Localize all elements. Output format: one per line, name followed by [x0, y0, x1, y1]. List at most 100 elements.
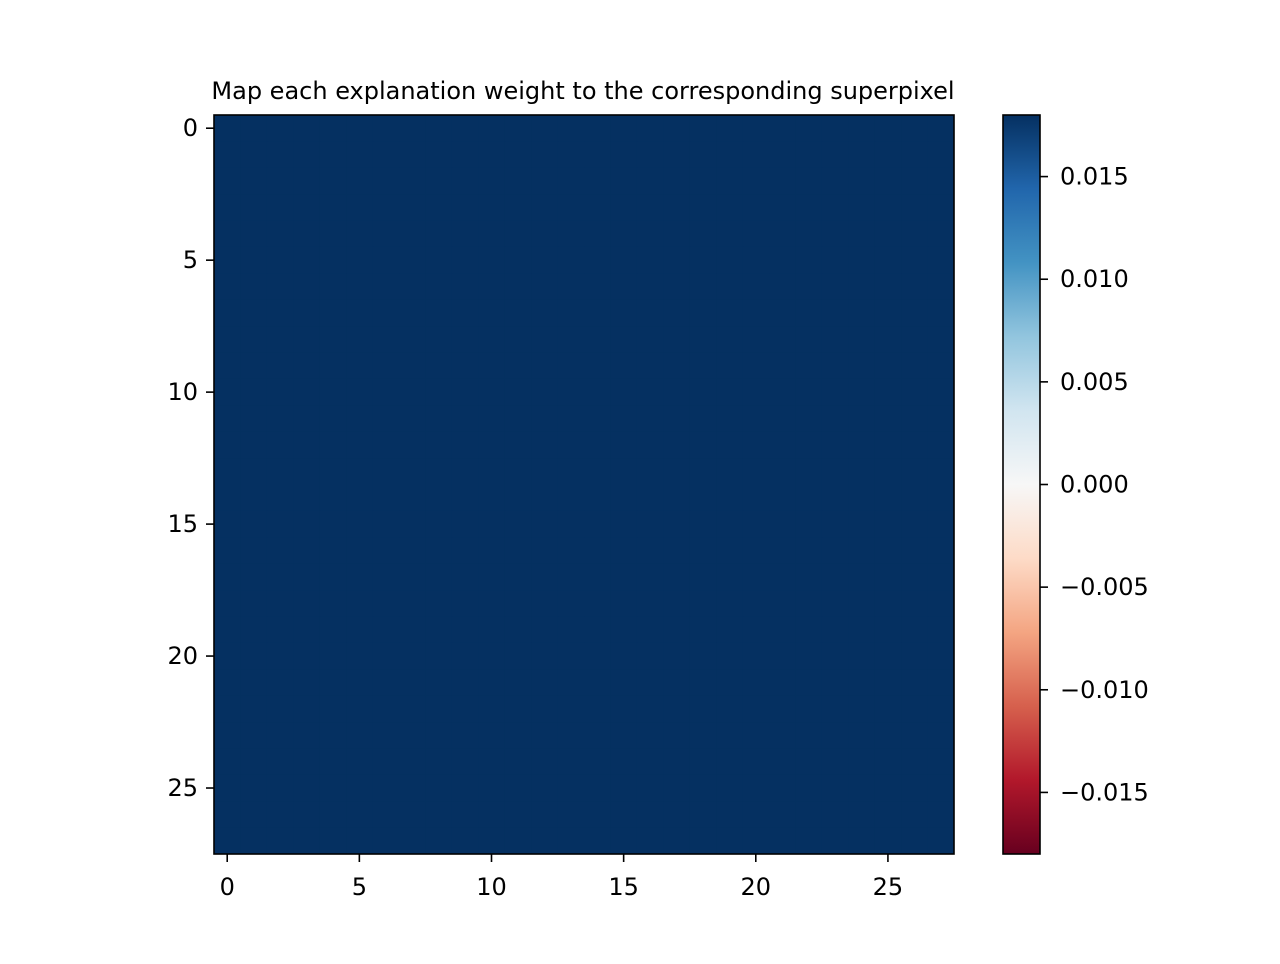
heatmap-cell	[610, 167, 638, 195]
heatmap-cell	[610, 194, 638, 222]
heatmap-cell	[478, 563, 506, 591]
heatmap-cell	[451, 273, 479, 301]
heatmap-cell	[848, 563, 876, 591]
heatmap-cell	[346, 669, 374, 697]
heatmap-cell	[557, 431, 585, 459]
heatmap-cell	[848, 431, 876, 459]
heatmap-cell	[399, 167, 426, 195]
heatmap-cell	[531, 484, 559, 512]
heatmap-cell	[399, 378, 426, 406]
heatmap-cell	[610, 695, 638, 723]
heatmap-cell	[610, 774, 638, 802]
heatmap-cell	[927, 510, 955, 538]
heatmap-cell	[874, 115, 902, 142]
heatmap-cell	[584, 616, 611, 644]
heatmap-cell	[663, 141, 691, 169]
heatmap-cell	[372, 563, 400, 591]
heatmap-cell	[240, 774, 268, 802]
heatmap-cell	[504, 378, 532, 406]
heatmap-cell	[901, 352, 929, 380]
heatmap-cell	[372, 774, 400, 802]
heatmap-cell	[293, 827, 321, 855]
heatmap-cell	[214, 326, 241, 354]
heatmap-cell	[874, 299, 902, 327]
heatmap-cell	[610, 458, 638, 485]
heatmap-cell	[346, 616, 374, 644]
heatmap-cell	[240, 695, 268, 723]
heatmap-cell	[504, 537, 532, 565]
heatmap-cell	[874, 669, 902, 697]
heatmap-cell	[504, 748, 532, 776]
heatmap-cell	[821, 722, 849, 749]
heatmap-cell	[584, 194, 611, 222]
heatmap-cell	[901, 194, 929, 222]
heatmap-cell	[214, 273, 241, 301]
heatmap-cell	[531, 141, 559, 169]
heatmap-cell	[240, 299, 268, 327]
heatmap-cell	[636, 510, 664, 538]
heatmap-cell	[240, 273, 268, 301]
heatmap-cell	[451, 695, 479, 723]
heatmap-cell	[689, 616, 717, 644]
heatmap-cell	[636, 827, 664, 855]
heatmap-cell	[346, 695, 374, 723]
heatmap-cell	[293, 669, 321, 697]
heatmap-cell	[266, 563, 294, 591]
heatmap-cell	[240, 167, 268, 195]
heatmap-cell	[531, 273, 559, 301]
heatmap-cell	[663, 748, 691, 776]
heatmap-cell	[240, 537, 268, 565]
heatmap-cell	[610, 590, 638, 617]
heatmap-cell	[214, 246, 241, 274]
heatmap-cell	[557, 722, 585, 749]
heatmap-cell	[795, 220, 823, 248]
heatmap-cell	[557, 378, 585, 406]
heatmap-cell	[795, 563, 823, 591]
heatmap-cell	[425, 642, 453, 670]
heatmap-cell	[319, 246, 347, 274]
heatmap-cell	[584, 722, 611, 749]
heatmap-cell	[478, 273, 506, 301]
heatmap-cell	[240, 431, 268, 459]
x-tick-label: 0	[220, 873, 235, 901]
heatmap-cell	[557, 510, 585, 538]
heatmap-cell	[266, 801, 294, 829]
heatmap-cell	[795, 194, 823, 222]
heatmap-cell	[399, 563, 426, 591]
heatmap-cell	[346, 326, 374, 354]
heatmap-cell	[293, 299, 321, 327]
heatmap-cell	[425, 405, 453, 433]
heatmap-cell	[901, 378, 929, 406]
heatmap-cell	[266, 299, 294, 327]
heatmap-cell	[901, 801, 929, 829]
heatmap-cell	[319, 827, 347, 855]
heatmap-cell	[478, 431, 506, 459]
heatmap-cell	[504, 458, 532, 485]
heatmap-cell	[769, 801, 796, 829]
heatmap-cell	[266, 458, 294, 485]
heatmap-cell	[663, 616, 691, 644]
heatmap-cell	[425, 378, 453, 406]
heatmap-cell	[848, 326, 876, 354]
heatmap-cell	[584, 220, 611, 248]
heatmap-cell	[425, 748, 453, 776]
x-tick-label: 5	[352, 873, 367, 901]
heatmap-cell	[266, 431, 294, 459]
heatmap-cell	[399, 748, 426, 776]
heatmap-cell	[769, 669, 796, 697]
heatmap-cell	[716, 722, 744, 749]
heatmap-cell	[425, 167, 453, 195]
heatmap-cell	[557, 273, 585, 301]
heatmap-cell	[425, 326, 453, 354]
heatmap-cell	[214, 378, 241, 406]
heatmap-cell	[927, 537, 955, 565]
heatmap-cell	[266, 273, 294, 301]
heatmap-cell	[478, 378, 506, 406]
heatmap-cell	[240, 642, 268, 670]
heatmap-cell	[769, 273, 796, 301]
heatmap-cell	[769, 590, 796, 617]
heatmap-cell	[636, 194, 664, 222]
heatmap-cell	[504, 722, 532, 749]
heatmap-cell	[293, 167, 321, 195]
